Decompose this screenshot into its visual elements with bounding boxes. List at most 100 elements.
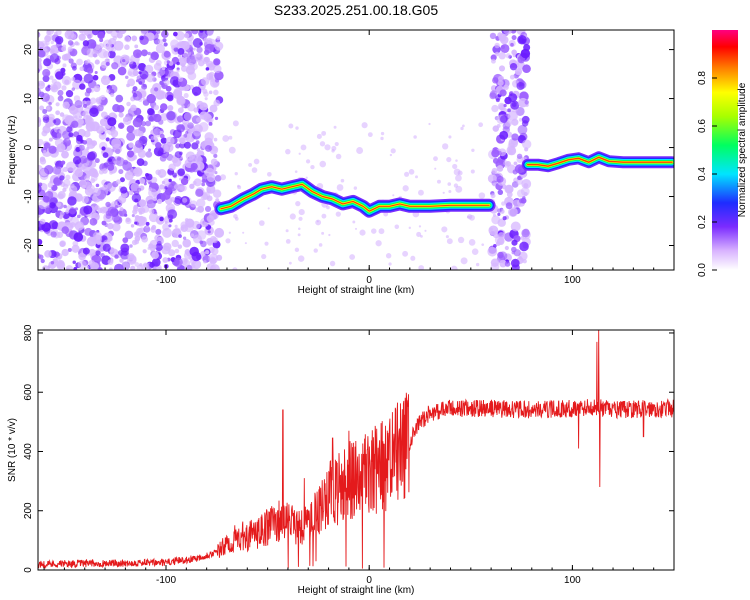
spectrogram-noise-cell: [189, 154, 194, 160]
spectrogram-noise-cell: [195, 161, 205, 171]
spectrogram-noise-cell: [321, 213, 327, 219]
spectrogram-noise-cell: [46, 30, 51, 36]
spectrogram-noise-cell: [298, 208, 305, 216]
spectrogram-noise-cell: [335, 153, 342, 160]
spectrogram-noise-cell: [161, 30, 169, 38]
spectrogram-noise-cell: [522, 259, 527, 264]
spectrogram-noise-cell: [151, 258, 161, 267]
spectrogram-noise-cell: [516, 189, 526, 198]
spectrogram-noise-cell: [494, 42, 500, 49]
spectrogram-noise-cell: [206, 188, 211, 193]
spectrogram-noise-cell: [402, 250, 409, 257]
spectrogram-noise-cell: [41, 222, 52, 232]
spectrogram-signal-track: [527, 156, 673, 167]
spectrogram-noise-cell: [185, 131, 189, 135]
spectrogram-noise-cell: [490, 193, 496, 199]
snr-x-tick-label: -100: [156, 575, 176, 586]
spectrogram-noise-cell: [389, 153, 393, 157]
spectrogram-noise-cell: [82, 110, 89, 118]
spectrogram-noise-cell: [157, 169, 167, 178]
spectrogram-noise-cell: [300, 144, 307, 151]
spectrogram-noise-cell: [78, 179, 87, 188]
spectrogram-noise-cell: [328, 233, 331, 237]
spectrogram-noise-cell: [158, 39, 164, 45]
spectrogram-noise-cell: [147, 246, 151, 250]
spectrogram-noise-cell: [177, 48, 185, 55]
spectrogram-noise-cell: [132, 69, 139, 77]
spectrogram-noise-cell: [447, 182, 452, 186]
spectrogram-noise-cell: [468, 239, 476, 246]
spectrogram-noise-cell: [137, 187, 142, 192]
spectrogram-x-tick-label: 0: [366, 275, 372, 286]
spectrogram-noise-cell: [131, 35, 138, 42]
spectrogram-noise-cell: [442, 143, 449, 150]
spectrogram-noise-cell: [478, 122, 484, 128]
spectrogram-noise-cell: [214, 174, 222, 182]
spectrogram-noise-cell: [199, 102, 208, 111]
spectrogram-noise-cell: [103, 50, 111, 58]
spectrogram-noise-cell: [84, 227, 93, 236]
spectrogram-noise-cell: [39, 158, 47, 165]
spectrogram-noise-cell: [105, 137, 110, 142]
spectrogram-noise-cell: [176, 61, 180, 66]
spectrogram-noise-cell: [211, 247, 219, 255]
spectrogram-noise-cell: [45, 190, 54, 199]
spectrogram-noise-cell: [455, 185, 463, 193]
spectrogram-noise-cell: [99, 38, 104, 43]
spectrogram-noise-cell: [523, 183, 529, 188]
spectrogram-noise-cell: [112, 214, 120, 223]
spectrogram-noise-cell: [61, 160, 66, 165]
spectrogram-noise-cell: [176, 96, 186, 106]
spectrogram-noise-cell: [73, 232, 84, 242]
spectrogram-noise-cell: [38, 138, 44, 146]
spectrogram-noise-cell: [511, 49, 517, 56]
spectrogram-noise-cell: [371, 228, 377, 234]
spectrogram-noise-cell: [91, 168, 97, 173]
spectrogram-noise-cell: [110, 129, 119, 138]
spectrogram-noise-cell: [76, 58, 83, 66]
spectrogram-noise-cell: [209, 104, 218, 113]
spectrogram-noise-cell: [84, 175, 90, 181]
spectrogram-noise-cell: [375, 240, 382, 247]
spectrogram-noise-cell: [177, 107, 184, 114]
spectrogram-noise-cell: [134, 214, 140, 221]
spectrogram-noise-cell: [160, 103, 168, 111]
snr-y-tick-label: 600: [23, 383, 34, 400]
spectrogram-noise-cell: [446, 238, 453, 245]
spectrogram-noise-cell: [180, 40, 190, 51]
spectrogram-noise-cell: [166, 94, 174, 102]
spectrogram-noise-cell: [497, 79, 504, 86]
spectrogram-noise-cell: [127, 254, 137, 264]
spectrogram-noise-cell: [183, 112, 193, 121]
spectrogram-noise-cell: [147, 108, 155, 116]
spectrogram-noise-cell: [53, 118, 61, 126]
spectrogram-noise-cell: [78, 144, 85, 151]
spectrogram-noise-cell: [504, 245, 509, 251]
spectrogram-noise-cell: [78, 33, 86, 41]
spectrogram-signal-track: [220, 183, 490, 212]
spectrogram-noise-cell: [182, 132, 190, 140]
spectrogram-noise-cell: [159, 184, 165, 190]
spectrogram-noise-cell: [81, 162, 88, 169]
spectrogram-noise-cell: [127, 71, 133, 76]
spectrogram-noise-cell: [94, 59, 100, 65]
spectrogram-noise-cell: [64, 30, 75, 40]
spectrogram-noise-cell: [298, 216, 303, 221]
spectrogram-noise-cell: [192, 47, 196, 51]
spectrogram-noise-cell: [124, 35, 131, 42]
spectrogram-noise-cell: [153, 87, 159, 92]
spectrogram-noise-cell: [134, 221, 138, 225]
spectrogram-noise-cell: [94, 70, 98, 75]
colorbar-ticks: 0.0 0.2 0.4 0.6 0.8: [697, 71, 717, 277]
spectrogram-noise-cell: [164, 79, 170, 86]
spectrogram-noise-cell: [40, 92, 50, 102]
spectrogram-noise-cell: [107, 259, 114, 266]
spectrogram-noise-cell: [129, 244, 133, 248]
spectrogram-noise-cell: [173, 183, 180, 190]
spectrogram-noise-cell: [126, 131, 136, 141]
spectrogram-noise-cell: [98, 43, 104, 49]
spectrogram-noise-cell: [298, 227, 301, 230]
spectrogram-noise-cell: [497, 208, 502, 213]
spectrogram-noise-cell: [102, 243, 111, 252]
spectrogram-noise-cell: [74, 221, 85, 231]
